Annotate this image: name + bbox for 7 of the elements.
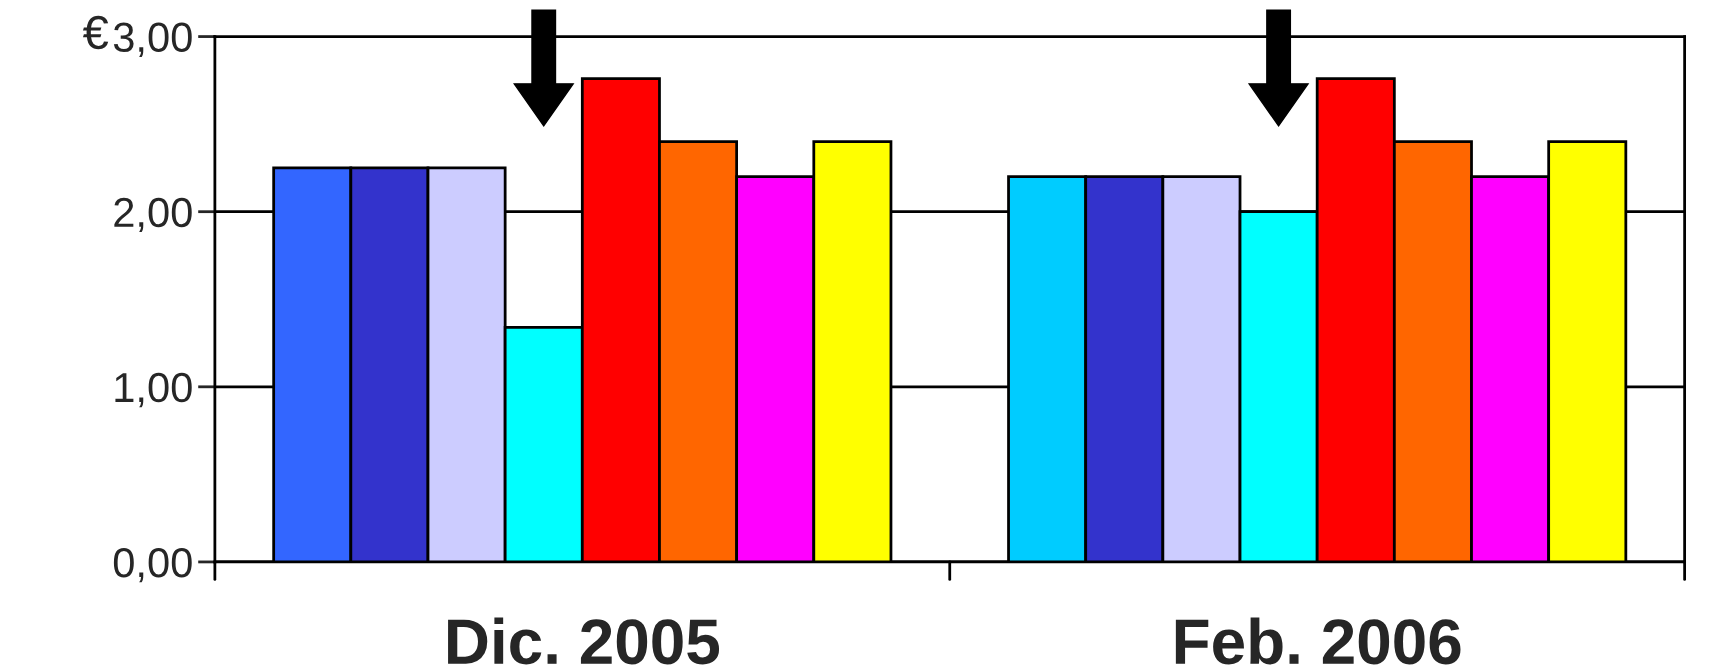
- x-tick-label: Dic. 2005: [448, 617, 720, 665]
- y-axis-title: €: [82, 15, 109, 50]
- y-tick-label: 3,00: [113, 22, 192, 57]
- y-tick-label: 2,00: [114, 197, 192, 233]
- x-tick-label: Feb. 2006: [1175, 617, 1461, 665]
- y-tick-label: 0,00: [113, 547, 192, 583]
- y-tick-label: 1,00: [115, 372, 192, 408]
